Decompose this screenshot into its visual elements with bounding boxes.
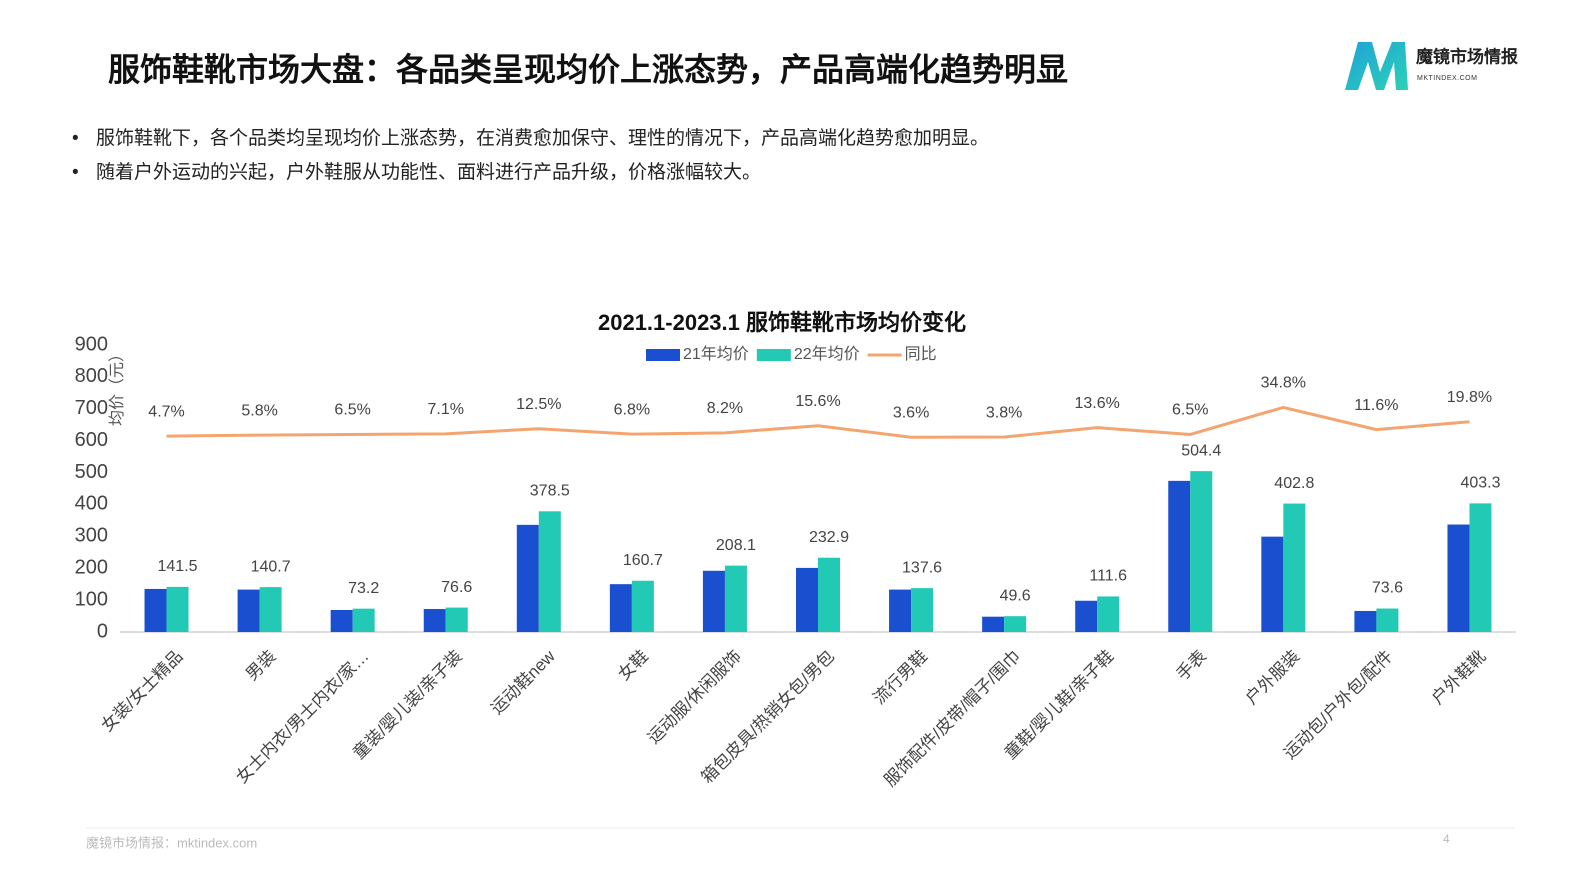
data-label: 6.8%: [614, 401, 650, 418]
bar: [796, 567, 818, 632]
data-label: 13.6%: [1075, 395, 1120, 412]
data-label: 49.6: [1000, 587, 1031, 604]
y-tick-label: 300: [75, 525, 108, 547]
logo-url: MKTINDEX.COM: [1417, 75, 1477, 82]
bar: [609, 584, 632, 632]
legend-label: 同比: [905, 345, 937, 363]
logo-mark: [1345, 42, 1408, 90]
data-label: 5.8%: [241, 402, 277, 419]
data-label: 15.6%: [795, 393, 840, 410]
data-label: 76.6: [441, 579, 472, 596]
bar: [702, 570, 725, 632]
chart-title: 2021.1-2023.1 服饰鞋靴市场均价变化: [598, 310, 966, 335]
legend-label: 21年均价: [683, 345, 749, 363]
data-label: 403.3: [1460, 475, 1500, 492]
data-label: 4.7%: [148, 403, 184, 420]
bar: [259, 587, 282, 632]
data-label: 208.1: [716, 537, 756, 554]
bar: [1097, 596, 1120, 632]
bar: [818, 557, 840, 632]
data-label: 73.6: [1372, 580, 1403, 597]
y-tick-label: 200: [75, 557, 108, 579]
bullet: 随着户外运动的兴起，户外鞋服从功能性、面料进行产品升级，价格涨幅较大。: [96, 161, 761, 183]
y-tick-label: 900: [75, 333, 108, 355]
x-tick-label: 流行男鞋: [870, 647, 932, 709]
data-label: 141.5: [158, 558, 198, 575]
bar: [1190, 471, 1213, 632]
x-tick-label: 户外服装: [1242, 647, 1304, 709]
data-label: 160.7: [623, 552, 663, 569]
legend-label: 22年均价: [794, 345, 860, 363]
slide-title: 服饰鞋靴市场大盘：各品类呈现均价上涨态势，产品高端化趋势明显: [108, 51, 1068, 87]
data-label: 3.8%: [986, 404, 1022, 421]
page-number: 4: [1443, 832, 1450, 846]
bar: [1283, 503, 1306, 632]
x-tick-label: 女装/女士精品: [98, 647, 187, 736]
y-axis-label: 均价（元）: [108, 346, 126, 426]
bar: [1004, 616, 1027, 632]
x-tick-label: 运动服/休闲服饰: [644, 647, 745, 748]
x-tick-label: 手表: [1173, 647, 1210, 684]
data-label: 3.6%: [893, 404, 929, 421]
data-label: 504.4: [1181, 442, 1221, 459]
y-tick-label: 100: [75, 588, 108, 610]
x-tick-label: 户外鞋靴: [1428, 647, 1490, 709]
bar: [889, 589, 912, 632]
data-label: 11.6%: [1354, 397, 1398, 414]
bullet-dot: •: [72, 128, 79, 149]
y-tick-label: 500: [75, 461, 108, 483]
y-tick-label: 700: [75, 397, 108, 419]
data-label: 232.9: [809, 529, 849, 546]
bullet: 服饰鞋靴下，各个品类均呈现均价上涨态势，在消费愈加保守、理性的情况下，产品高端化…: [96, 127, 989, 149]
y-tick-label: 600: [75, 429, 108, 451]
data-label: 402.8: [1274, 475, 1314, 492]
bar: [237, 589, 260, 632]
bar: [1469, 503, 1492, 632]
bar: [423, 609, 446, 632]
bar: [330, 609, 353, 632]
bar: [516, 524, 539, 632]
bar: [1261, 536, 1284, 632]
line: [166, 405, 1470, 439]
bar: [1168, 480, 1191, 632]
bullet-dot: •: [72, 162, 79, 183]
data-label: 137.6: [902, 559, 942, 576]
bar: [911, 588, 934, 632]
footer-source: 魔镜市场情报：mktindex.com: [86, 835, 257, 850]
bar: [1354, 610, 1377, 632]
bar: [144, 588, 167, 632]
bar: [166, 586, 189, 632]
data-label: 19.8%: [1447, 389, 1492, 406]
bar: [352, 608, 375, 632]
bar: [1075, 600, 1098, 632]
data-label: 6.5%: [1172, 402, 1208, 419]
bar: [724, 565, 747, 632]
data-label: 140.7: [251, 558, 291, 575]
logo-name: 魔镜市场情报: [1416, 46, 1518, 66]
x-tick-label: 运动鞋new: [487, 646, 559, 718]
data-label: 378.5: [530, 483, 570, 500]
x-tick-label: 男装: [242, 647, 279, 684]
data-label: 8.2%: [707, 400, 743, 417]
legend-swatch: [646, 349, 680, 361]
bar: [1447, 524, 1470, 632]
bar: [1376, 608, 1399, 632]
y-tick-label: 400: [75, 493, 108, 515]
data-label: 12.5%: [516, 396, 561, 413]
legend-swatch: [756, 349, 791, 361]
data-label: 73.2: [348, 580, 379, 597]
data-label: 7.1%: [427, 401, 463, 418]
bar: [538, 511, 561, 632]
bar: [445, 607, 468, 632]
bar: [631, 580, 654, 632]
data-label: 34.8%: [1261, 375, 1306, 392]
data-label: 6.5%: [334, 402, 370, 419]
bar: [982, 616, 1005, 632]
y-tick-label: 0: [97, 620, 108, 642]
x-tick-label: 女鞋: [614, 647, 651, 684]
y-tick-label: 800: [75, 365, 108, 387]
data-label: 111.6: [1089, 568, 1127, 585]
